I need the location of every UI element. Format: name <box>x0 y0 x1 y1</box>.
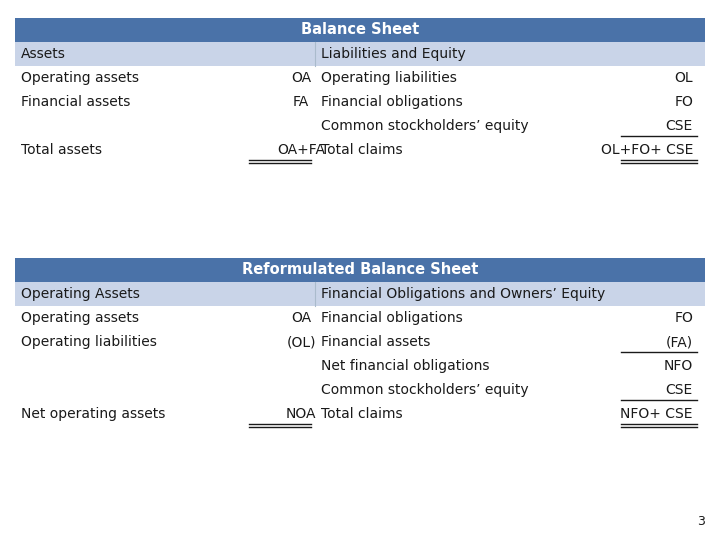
Text: Financial obligations: Financial obligations <box>321 311 463 325</box>
Text: Total assets: Total assets <box>21 143 102 157</box>
Text: Financial assets: Financial assets <box>321 335 431 349</box>
Text: Net operating assets: Net operating assets <box>21 407 166 421</box>
Text: Common stockholders’ equity: Common stockholders’ equity <box>321 383 528 397</box>
Text: Operating assets: Operating assets <box>21 311 139 325</box>
Text: NFO: NFO <box>664 359 693 373</box>
Text: OL+FO+ CSE: OL+FO+ CSE <box>600 143 693 157</box>
Text: OL: OL <box>675 71 693 85</box>
Text: FA: FA <box>293 95 310 109</box>
Text: CSE: CSE <box>666 119 693 133</box>
Text: Liabilities and Equity: Liabilities and Equity <box>321 47 466 61</box>
Text: OA: OA <box>291 311 311 325</box>
Bar <box>15 18 705 42</box>
Text: Operating assets: Operating assets <box>21 71 139 85</box>
Text: Operating Assets: Operating Assets <box>21 287 140 301</box>
Text: FO: FO <box>674 311 693 325</box>
Text: Total claims: Total claims <box>321 143 402 157</box>
Text: FO: FO <box>674 95 693 109</box>
Text: Assets: Assets <box>21 47 66 61</box>
Text: OA: OA <box>291 71 311 85</box>
Bar <box>15 282 705 306</box>
Text: (OL): (OL) <box>287 335 316 349</box>
Text: NOA: NOA <box>286 407 316 421</box>
Text: Common stockholders’ equity: Common stockholders’ equity <box>321 119 528 133</box>
Text: 3: 3 <box>697 515 705 528</box>
Text: OA+FA: OA+FA <box>277 143 325 157</box>
Text: NFO+ CSE: NFO+ CSE <box>621 407 693 421</box>
Text: Total claims: Total claims <box>321 407 402 421</box>
Text: Balance Sheet: Balance Sheet <box>301 23 419 37</box>
Text: Financial Obligations and Owners’ Equity: Financial Obligations and Owners’ Equity <box>321 287 606 301</box>
Text: (FA): (FA) <box>666 335 693 349</box>
Text: Reformulated Balance Sheet: Reformulated Balance Sheet <box>242 262 478 278</box>
Text: CSE: CSE <box>666 383 693 397</box>
Text: Operating liabilities: Operating liabilities <box>321 71 457 85</box>
Text: Financial obligations: Financial obligations <box>321 95 463 109</box>
Bar <box>15 42 705 66</box>
Text: Financial assets: Financial assets <box>21 95 130 109</box>
Text: Net financial obligations: Net financial obligations <box>321 359 490 373</box>
Bar <box>15 258 705 282</box>
Text: Operating liabilities: Operating liabilities <box>21 335 157 349</box>
